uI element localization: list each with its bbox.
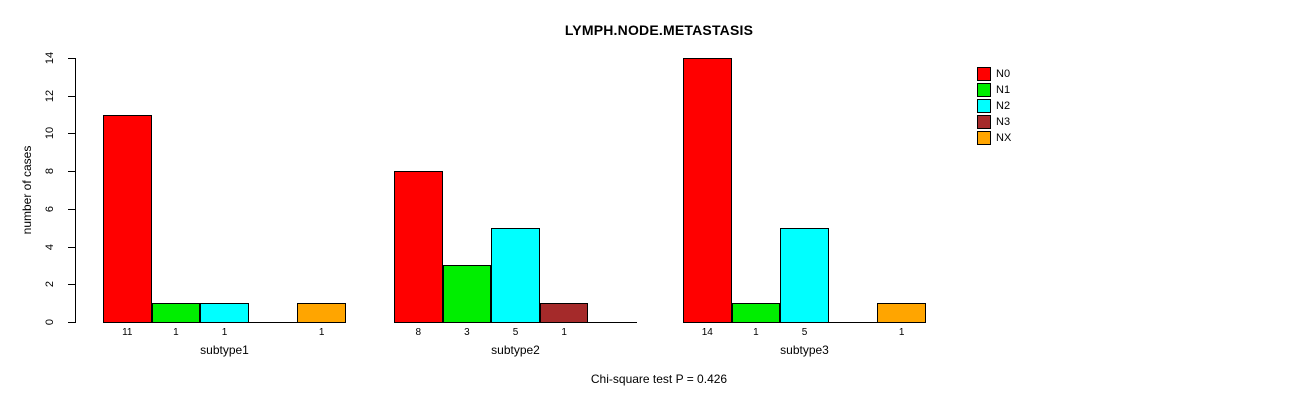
bar-group-subtype3: 14 1 5 1 subtype3 <box>683 58 926 357</box>
bar-subtype3-NX <box>877 303 926 323</box>
y-tick <box>68 208 75 210</box>
x-category-label: subtype2 <box>491 343 540 357</box>
bar-value-label: 14 <box>701 327 713 338</box>
bar-subtype2-N3 <box>539 303 589 323</box>
legend-swatch <box>977 83 991 97</box>
chart-title: LYMPH.NODE.METASTASIS <box>564 22 754 38</box>
annotation-text: Chi-square test P = 0.426 <box>590 372 728 386</box>
y-tick <box>68 171 75 173</box>
legend-item-N2: N2 <box>977 98 1011 114</box>
y-tick <box>68 58 75 59</box>
y-tick <box>68 284 75 286</box>
y-tick-label: 12 <box>44 89 56 102</box>
legend-label: N1 <box>996 83 1011 96</box>
y-tick-label: 0 <box>44 318 56 326</box>
legend-item-NX: NX <box>977 130 1011 146</box>
bar-value-label: 1 <box>561 327 567 338</box>
legend-swatch <box>977 99 991 113</box>
bar-value-label: 11 <box>122 327 133 338</box>
bar-subtype3-N2 <box>780 227 829 323</box>
legend-label: N0 <box>996 67 1011 80</box>
legend-item-N1: N1 <box>977 82 1011 98</box>
bar-value-label: 5 <box>512 327 519 338</box>
y-tick-label: 8 <box>44 168 56 175</box>
legend-swatch <box>977 131 991 145</box>
bar-subtype1-NX <box>297 303 346 323</box>
y-axis-title: number of cases <box>20 145 34 235</box>
y-axis-line <box>75 58 76 323</box>
legend-label: N3 <box>996 115 1011 128</box>
y-tick <box>68 133 75 135</box>
bar-subtype2-N1 <box>442 265 492 323</box>
y-tick-label: 10 <box>44 127 56 140</box>
bar-value-label: 1 <box>221 327 228 338</box>
bar-value-label: 5 <box>801 327 808 338</box>
bar-group-subtype1: 11 1 1 1 subtype1 <box>103 58 346 357</box>
legend: N0 N1 N2 N3 NX <box>977 66 1011 146</box>
legend-item-N3: N3 <box>977 114 1011 130</box>
bar-subtype2-N0 <box>394 171 443 323</box>
y-tick-label: 6 <box>44 205 56 212</box>
x-category-label: subtype1 <box>200 343 249 357</box>
bar-subtype3-N1 <box>731 303 781 323</box>
y-tick-label: 2 <box>44 281 56 288</box>
legend-item-N0: N0 <box>977 66 1011 82</box>
bar-value-label: 1 <box>898 327 905 338</box>
bar-value-label: 8 <box>415 327 422 338</box>
bar-value-label: 1 <box>753 327 759 338</box>
bar-subtype1-N0 <box>103 114 152 323</box>
bar-subtype3-N0 <box>683 58 732 323</box>
legend-swatch <box>977 115 991 129</box>
legend-swatch <box>977 67 991 81</box>
bar-subtype1-N2 <box>200 303 249 323</box>
y-tick <box>68 246 75 248</box>
bar-value-label: 1 <box>318 327 325 338</box>
legend-label: NX <box>996 131 1012 144</box>
legend-label: N2 <box>996 99 1011 112</box>
y-tick-label: 14 <box>44 51 56 65</box>
y-tick <box>68 95 75 97</box>
bar-value-label: 1 <box>173 327 179 338</box>
y-tick-label: 4 <box>44 243 56 250</box>
bar-subtype1-N1 <box>151 303 201 323</box>
x-category-label: subtype3 <box>780 343 829 357</box>
bar-value-label: 3 <box>464 327 470 338</box>
y-tick <box>68 322 75 323</box>
bar-group-subtype2: 8 3 5 1 subtype2 <box>394 58 637 357</box>
bar-subtype2-N2 <box>491 227 540 323</box>
